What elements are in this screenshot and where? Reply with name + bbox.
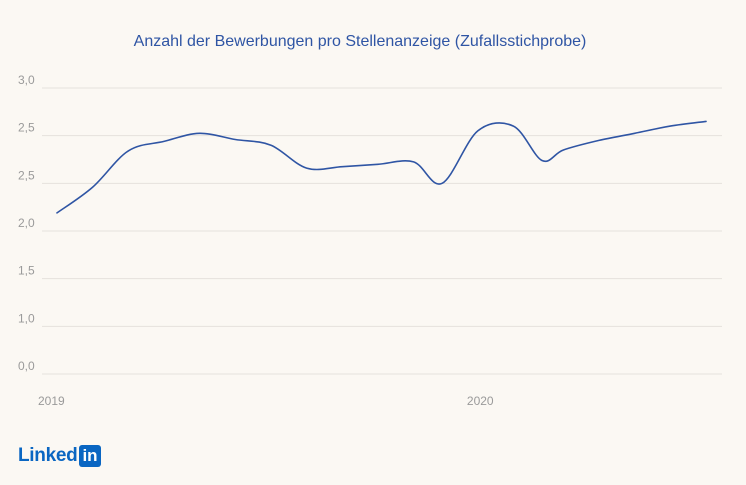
- y-tick-label: 0,0: [18, 359, 35, 373]
- y-tick-label: 3,0: [18, 73, 35, 87]
- y-tick-label: 1,5: [18, 264, 35, 278]
- series-line: [56, 120, 707, 214]
- y-tick-label: 2,5: [18, 168, 35, 182]
- y-tick-label: 2,5: [18, 121, 35, 135]
- logo-in-box: in: [79, 445, 101, 467]
- x-tick-label: 2019: [38, 394, 65, 408]
- series-group: [56, 120, 707, 214]
- logo-text: Linked: [18, 445, 78, 466]
- gridlines: [42, 87, 722, 375]
- y-tick-label: 1,0: [18, 311, 35, 325]
- y-axis: 0,0 1,0 1,5 2,0 2,5 2,5 3,0: [18, 73, 35, 373]
- chart-title: Anzahl der Bewerbungen pro Stellenanzeig…: [134, 33, 587, 50]
- y-tick-label: 2,0: [18, 216, 35, 230]
- x-axis: 2019 2020: [38, 394, 494, 408]
- linkedin-logo: Linked in: [18, 444, 101, 468]
- x-tick-label: 2020: [467, 394, 494, 408]
